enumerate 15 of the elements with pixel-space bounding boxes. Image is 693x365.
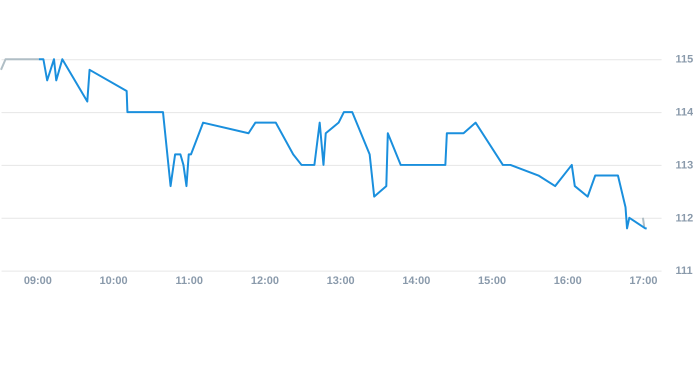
x-tick-label: 15:00 bbox=[478, 275, 506, 288]
x-tick-label: 17:00 bbox=[629, 275, 658, 288]
x-tick-label: 10:00 bbox=[100, 275, 128, 288]
x-tick-label: 09:00 bbox=[24, 275, 52, 288]
y-tick-label: 115 bbox=[676, 54, 693, 66]
x-tick-label: 14:00 bbox=[402, 275, 430, 288]
x-tick-label: 16:00 bbox=[554, 275, 582, 288]
x-tick-label: 11:00 bbox=[176, 275, 203, 288]
x-tick-label: 12:00 bbox=[250, 275, 279, 288]
y-tick-label: 114 bbox=[676, 106, 693, 119]
y-tick-label: 111 bbox=[676, 265, 693, 278]
y-tick-label: 112 bbox=[676, 212, 693, 224]
y-tick-label: 113 bbox=[676, 159, 693, 172]
line-series bbox=[38, 58, 648, 230]
x-tick-label: 13:00 bbox=[326, 275, 355, 288]
